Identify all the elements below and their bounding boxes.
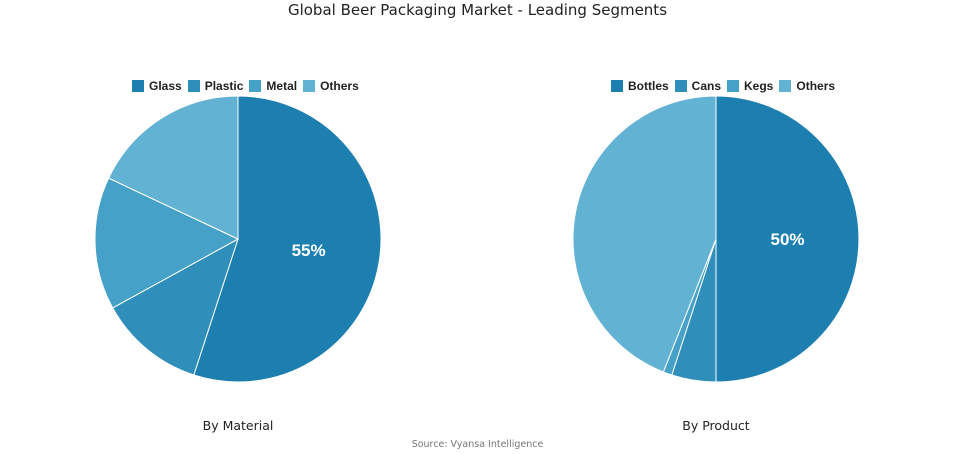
legend-swatch <box>187 80 200 92</box>
caption-by-material: By Material <box>202 418 274 433</box>
pie-slice-metal <box>94 177 240 309</box>
legend-swatch <box>303 80 316 92</box>
chart-title: Global Beer Packaging Market - Leading S… <box>287 1 668 19</box>
legend-label: Others <box>320 79 359 93</box>
legend-item-others: Others <box>303 79 359 93</box>
legend-swatch <box>779 80 792 92</box>
legend-label: Plastic <box>204 79 244 93</box>
legend-by-material: Glass Plastic Metal Others <box>132 79 365 93</box>
legend-swatch <box>132 80 144 92</box>
legend-item-kegs: Kegs <box>727 79 773 93</box>
legend-swatch <box>249 80 262 92</box>
source-note: Source: Vyansa Intelligence <box>411 439 544 450</box>
legend-item-metal: Metal <box>249 79 297 93</box>
legend-swatch <box>674 80 687 92</box>
legend-item-cans: Cans <box>674 79 722 93</box>
legend-label: Bottles <box>628 79 669 93</box>
pie-slice-bottles <box>715 95 860 383</box>
legend-label: Metal <box>266 79 298 93</box>
pie-slice-glass <box>193 95 382 383</box>
legend-label: Glass <box>149 79 182 93</box>
legend-label: Kegs <box>744 79 774 93</box>
legend-swatch <box>727 80 740 92</box>
legend-item-plastic: Plastic <box>187 79 244 93</box>
legend-label: Others <box>796 79 836 93</box>
legend-by-product: Bottles Cans Kegs Others <box>611 79 841 93</box>
pie-slice-others <box>107 95 239 240</box>
legend-swatch <box>611 80 623 92</box>
legend-item-others: Others <box>779 79 835 93</box>
pie-slice-plastic <box>112 237 239 376</box>
legend-item-bottles: Bottles <box>611 79 669 93</box>
data-label: 50% <box>770 230 804 249</box>
legend-label: Cans <box>691 79 722 93</box>
data-label: 55% <box>292 241 326 260</box>
caption-by-product: By Product <box>682 418 750 433</box>
legend-item-glass: Glass <box>132 79 182 93</box>
pie-slice-others <box>572 95 717 373</box>
